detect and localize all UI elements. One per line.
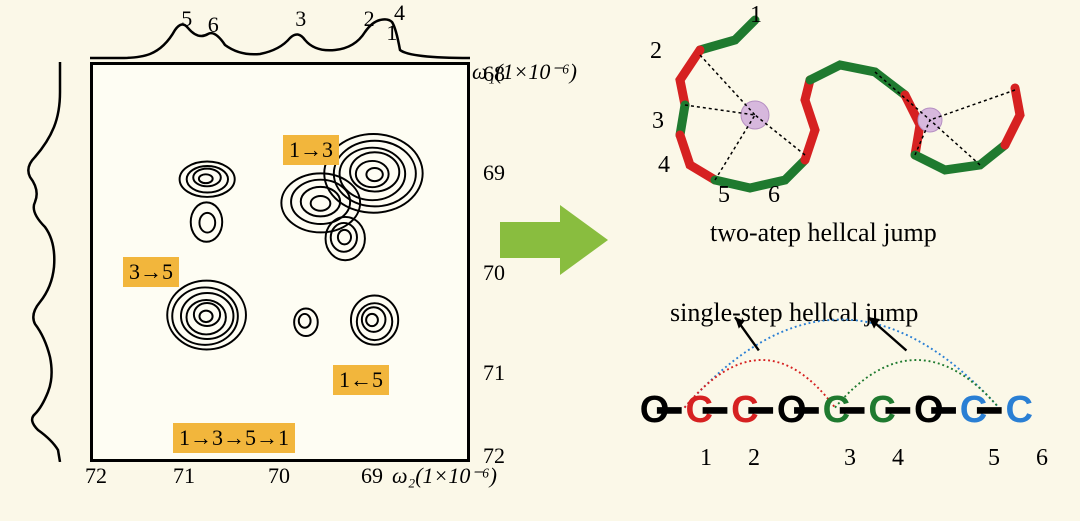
xtick-71: 71 — [173, 463, 195, 489]
figure-root: 5 6 3 2 4 1 1→3 3→5 1←5 1→3→5→1 68 69 70 — [0, 0, 1080, 521]
xtick-69: 69 — [361, 463, 383, 489]
y-axis-label: ω₁(1×10⁻⁶) — [472, 59, 577, 85]
cross-label-3-5: 3→5 — [123, 257, 179, 287]
x-axis-label: ω₂(1×10⁻⁶) — [392, 463, 497, 489]
mol-label-5: 5 — [718, 182, 730, 209]
cross-label-1-3: 1→3 — [283, 135, 339, 165]
xtick-72: 72 — [85, 463, 107, 489]
top-1d-trace — [90, 10, 470, 60]
chain-num-1: 1 — [700, 445, 712, 472]
chain-num-5: 5 — [988, 445, 1000, 472]
chain-num-4: 4 — [892, 445, 904, 472]
mol-label-3: 3 — [652, 108, 664, 135]
nmr-panel: 5 6 3 2 4 1 1→3 3→5 1←5 1→3→5→1 68 69 70 — [10, 10, 500, 510]
chain-num-2: 2 — [748, 445, 760, 472]
two-step-label: two-atep hellcal jump — [710, 218, 937, 248]
ytick-71: 71 — [483, 360, 505, 386]
chain-num-6: 6 — [1036, 445, 1048, 472]
chain-num-3: 3 — [844, 445, 856, 472]
cross-label-1-5: 1←5 — [333, 365, 389, 395]
svg-text:C: C — [1005, 389, 1033, 431]
mol-label-2: 2 — [650, 38, 662, 65]
mol-label-1: 1 — [750, 2, 762, 29]
molecule-diagram — [620, 10, 1050, 210]
mol-label-6: 6 — [768, 182, 780, 209]
xtick-70: 70 — [268, 463, 290, 489]
left-1d-trace — [10, 62, 65, 462]
ytick-69: 69 — [483, 160, 505, 186]
contour-plot: 1→3 3→5 1←5 1→3→5→1 68 69 70 71 72 72 71… — [90, 62, 470, 462]
cross-label-cycle: 1→3→5→1 — [173, 423, 295, 453]
right-panel: 1 2 3 4 5 6 two-atep hellcal jump single… — [590, 0, 1070, 520]
mol-label-4: 4 — [658, 152, 670, 179]
chain-diagram: OCCOCCOCC — [610, 260, 1060, 460]
